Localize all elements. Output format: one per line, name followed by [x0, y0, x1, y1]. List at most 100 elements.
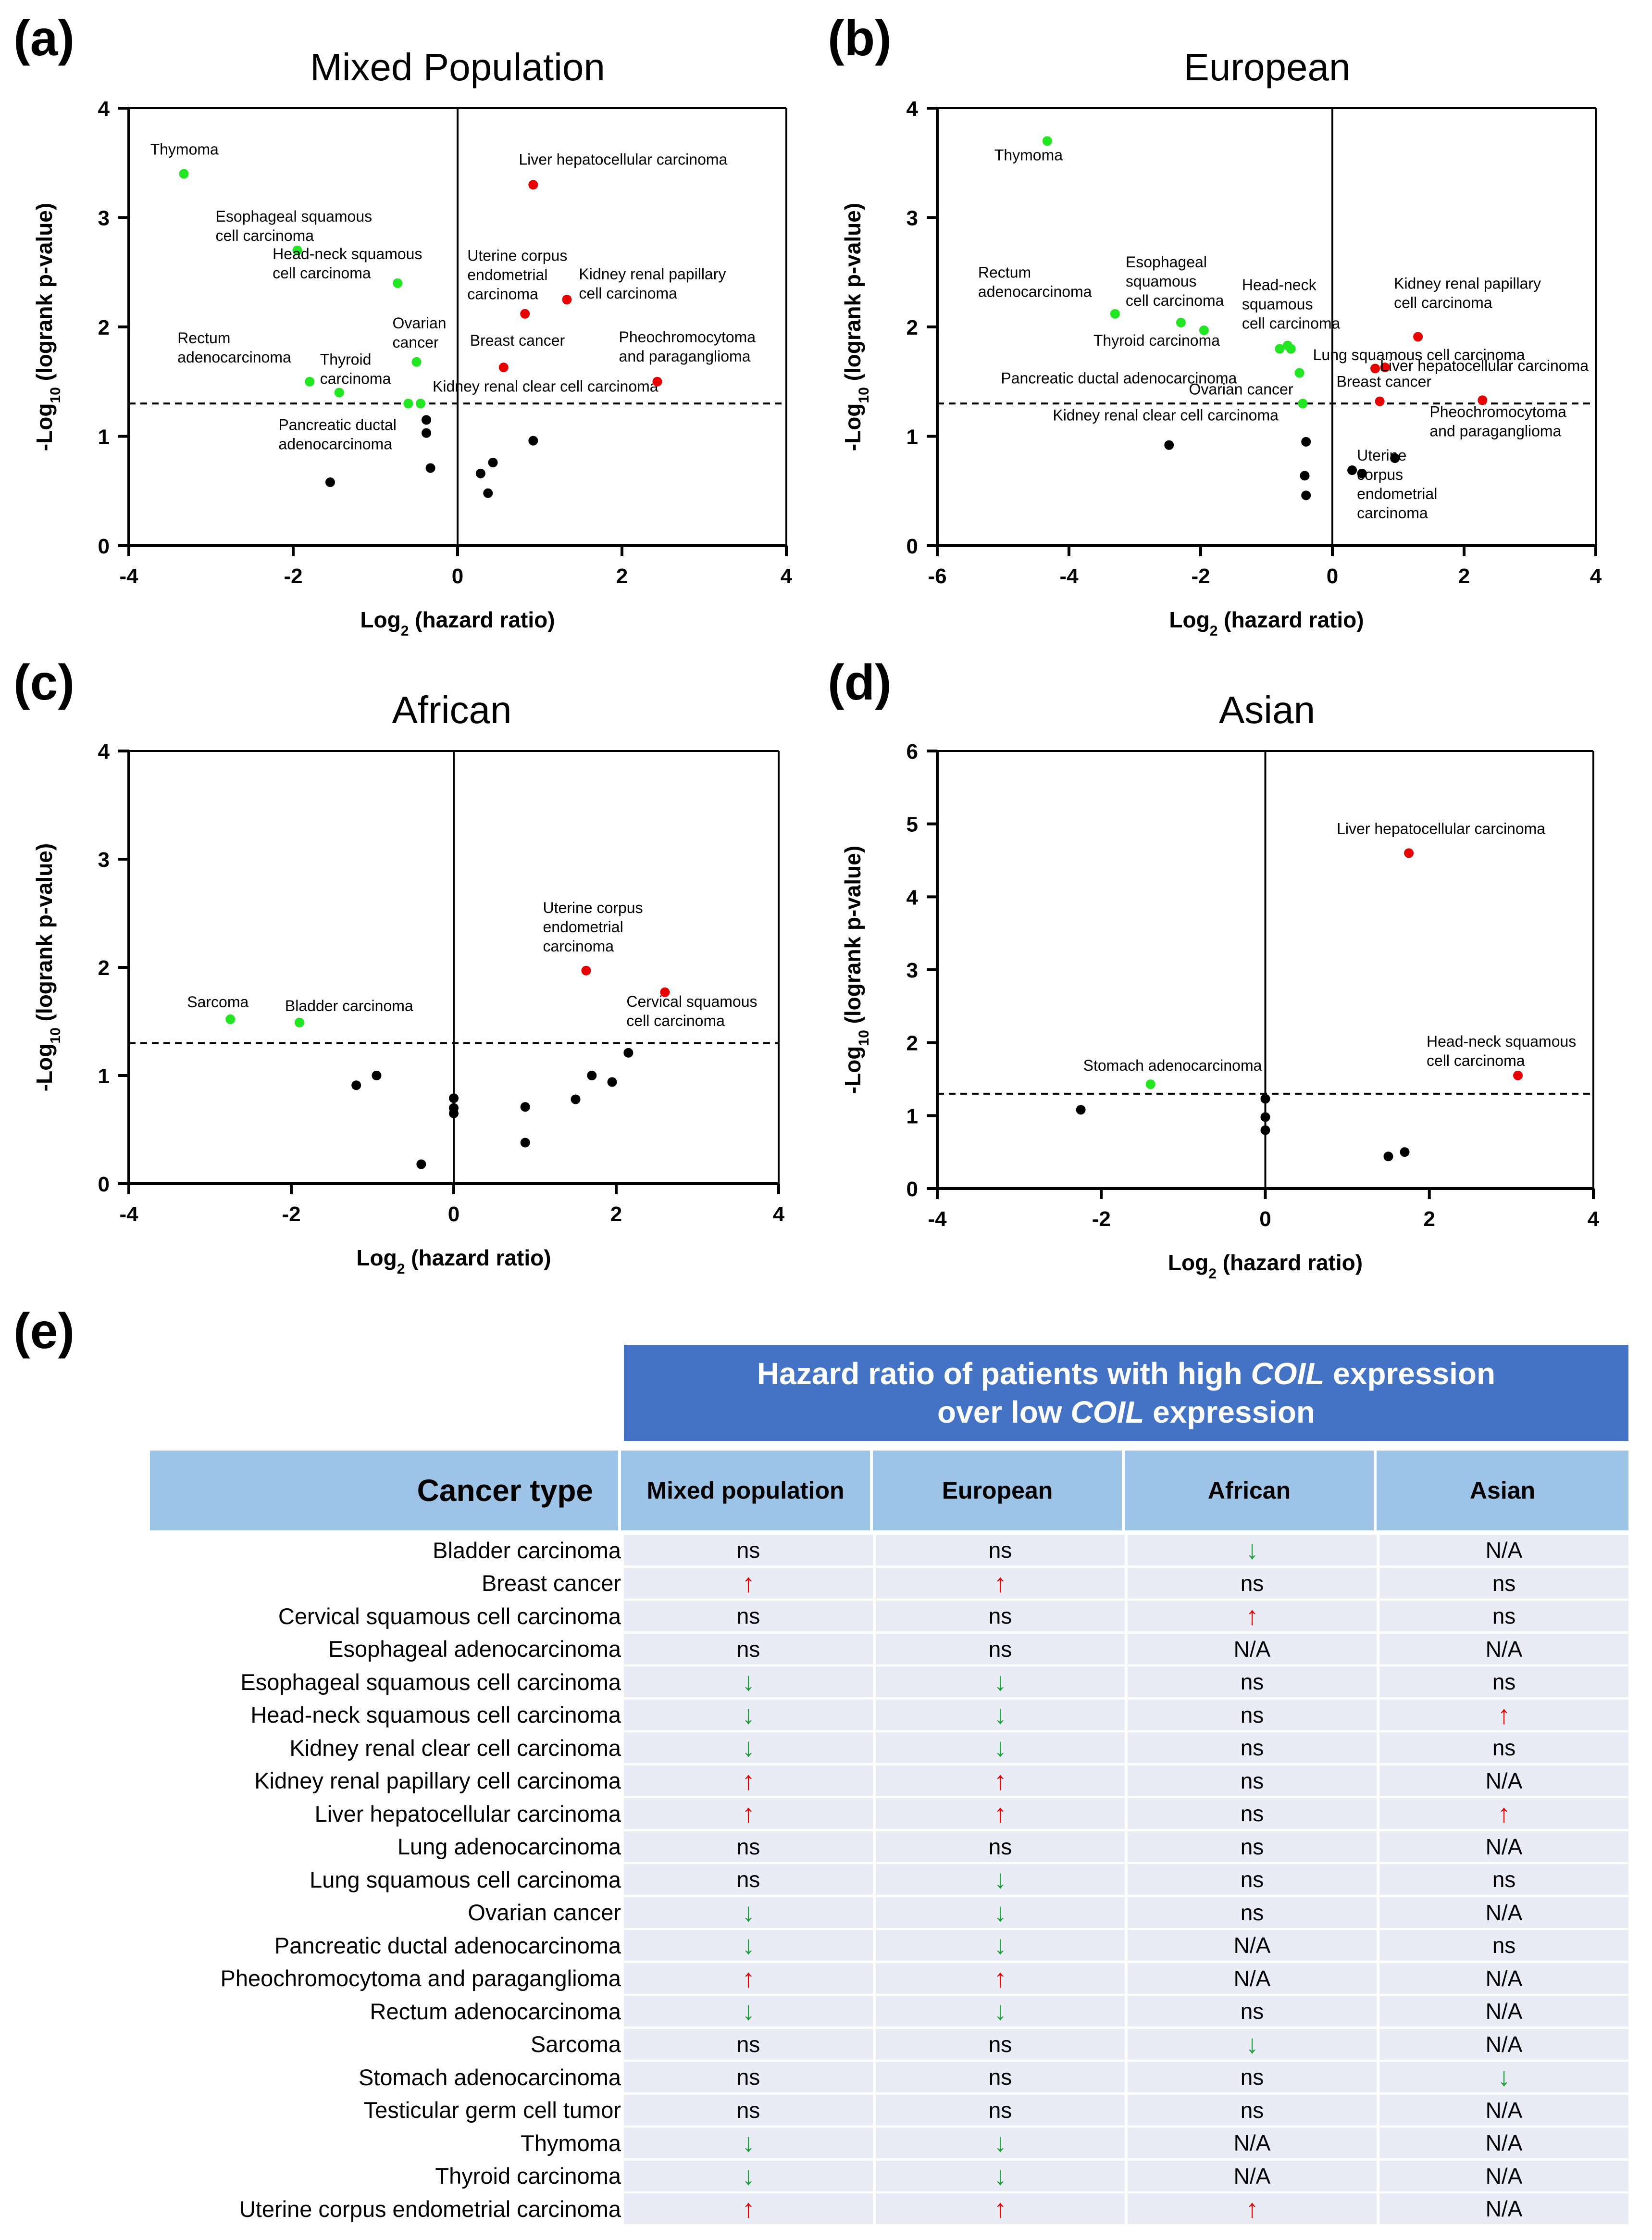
down-arrow-icon: ↓: [994, 2128, 1007, 2158]
row-cells: ns ns N/A N/A: [624, 1633, 1628, 1664]
table-cell: N/A: [1128, 1963, 1377, 1994]
y-tick-label: 3: [98, 848, 110, 872]
table-cell: N/A: [1379, 2028, 1628, 2060]
y-axis-label: -Log10 (logrank p-value): [840, 203, 872, 451]
table-cell: ns: [1128, 1732, 1377, 1764]
row-cells: ↓ ↓ ns ns: [624, 1666, 1628, 1698]
data-point-green: [334, 388, 344, 398]
y-tick-label: 2: [98, 316, 110, 339]
data-point-black: [1301, 490, 1311, 501]
cell-value: N/A: [1485, 1538, 1523, 1563]
point-label: Pheochromocytoma and paraganglioma: [1429, 403, 1566, 439]
point-label-line: Head-neck squamous: [1427, 1033, 1576, 1050]
point-label: Breast cancer: [470, 332, 565, 349]
data-point-black: [623, 1048, 633, 1058]
cell-value: N/A: [1485, 1965, 1523, 1991]
cell-value: ns: [736, 1603, 760, 1629]
data-point-green: [1275, 344, 1285, 354]
table-cell: ns: [1128, 2094, 1377, 2126]
point-label: Ovarian cancer: [1189, 381, 1293, 398]
x-tick-label: 2: [1458, 564, 1470, 588]
data-point-green: [411, 357, 422, 367]
cell-value: N/A: [1485, 2130, 1523, 2156]
point-label-line: Uterine: [1357, 447, 1406, 464]
y-axis-label-sub: 10: [856, 387, 872, 403]
cell-value: N/A: [1485, 1834, 1523, 1859]
point-label-line: Liver hepatocellular carcinoma: [1380, 357, 1589, 374]
point-label-line: Thyroid carcinoma: [1093, 332, 1220, 349]
table-cell: ns: [1379, 1567, 1628, 1599]
data-point-black: [1357, 468, 1367, 478]
y-tick-label: 2: [907, 316, 918, 339]
x-tick-label: -4: [119, 564, 138, 588]
table-cell: ↓: [1128, 1535, 1377, 1566]
point-label-line: Pheochromocytoma: [619, 328, 756, 346]
point-label-line: endometrial: [467, 266, 547, 284]
x-axis-label: Log2 (hazard ratio): [356, 1245, 551, 1277]
cell-value: N/A: [1233, 2163, 1271, 2189]
x-axis-label-prefix: Log: [360, 607, 400, 632]
data-point-black: [1347, 465, 1357, 476]
table-cell: ns: [1128, 2062, 1377, 2093]
data-point-black: [528, 436, 538, 446]
table-cell: ↑: [1128, 1601, 1377, 1632]
point-label-line: carcinoma: [320, 370, 391, 388]
row-cells: ↓ ↓ ns N/A: [624, 1996, 1628, 2027]
panel-label-a: (a): [13, 11, 75, 66]
cell-value: ns: [1492, 1570, 1516, 1596]
x-axis-label-prefix: Log: [356, 1245, 397, 1270]
table-cell: ↓: [876, 1864, 1125, 1895]
cancer-type-name: Bladder carcinoma: [433, 1537, 621, 1563]
table-row: Head-neck squamous cell carcinoma ↓ ↓ ns ↑: [0, 1699, 1628, 1732]
point-label: Head-neck squamous cell carcinoma: [273, 245, 422, 282]
row-cells: ↓ ↓ N/A N/A: [624, 2127, 1628, 2159]
panel-label-e: (e): [13, 1303, 75, 1359]
up-arrow-icon: ↑: [1245, 2194, 1259, 2224]
point-label-line: carcinoma: [1357, 504, 1428, 522]
point-label-line: carcinoma: [467, 286, 538, 303]
data-point-black: [372, 1071, 382, 1080]
down-arrow-icon: ↓: [994, 1931, 1007, 1960]
cell-value: ns: [736, 2031, 760, 2057]
point-label-line: Esophageal squamous: [216, 208, 373, 225]
cell-value: ns: [736, 1636, 760, 1662]
cell-value: N/A: [1485, 1900, 1523, 1925]
table-row: Uterine corpus endometrial carcinoma ↑ ↑ ↑ N…: [0, 2192, 1628, 2226]
x-tick-label: 0: [1327, 564, 1338, 588]
table-row: Bladder carcinoma ns ns ↓ N/A: [0, 1534, 1628, 1567]
x-tick-label: -2: [1191, 564, 1210, 588]
cell-value: N/A: [1485, 1768, 1523, 1793]
table-row: Lung adenocarcinoma ns ns ns N/A: [0, 1830, 1628, 1864]
point-label-line: Esophageal: [1126, 253, 1207, 271]
point-label-line: Kidney renal papillary: [1394, 275, 1541, 292]
table-cell: ↓: [876, 1930, 1125, 1961]
data-point-green: [305, 376, 315, 387]
up-arrow-icon: ↑: [742, 1799, 755, 1828]
cell-value: ns: [1240, 1735, 1264, 1761]
point-label: Thymoma: [150, 141, 219, 158]
table-column-headers: Cancer type Mixed population European Af…: [150, 1451, 1628, 1530]
y-tick-label: 3: [907, 959, 918, 982]
down-arrow-icon: ↓: [1497, 2063, 1511, 2092]
row-cells: ↑ ↑ N/A N/A: [624, 1963, 1628, 1994]
cell-value: N/A: [1485, 2196, 1523, 2222]
point-label-line: Kidney renal papillary: [579, 265, 726, 283]
y-tick-label: 3: [907, 207, 918, 230]
x-tick-label: -6: [928, 564, 946, 588]
data-point-black: [1301, 437, 1311, 447]
table-cell: ↓: [624, 1666, 873, 1698]
data-point-red: [520, 309, 530, 319]
data-point-black: [416, 1159, 426, 1169]
data-point-red: [1375, 396, 1385, 406]
cancer-type-name: Kidney renal papillary cell carcinoma: [254, 1768, 621, 1794]
table-cell: ns: [624, 2062, 873, 2093]
y-tick-label: 0: [98, 1173, 110, 1196]
x-tick-label: 0: [448, 1202, 460, 1226]
point-label: Thymoma: [994, 146, 1063, 163]
table-cell: N/A: [1379, 1831, 1628, 1862]
x-axis-label-prefix: Log: [1169, 607, 1209, 632]
data-point-green: [1199, 325, 1209, 335]
table-cell: ns: [876, 1831, 1125, 1862]
x-axis-label-sub: 2: [401, 623, 409, 639]
